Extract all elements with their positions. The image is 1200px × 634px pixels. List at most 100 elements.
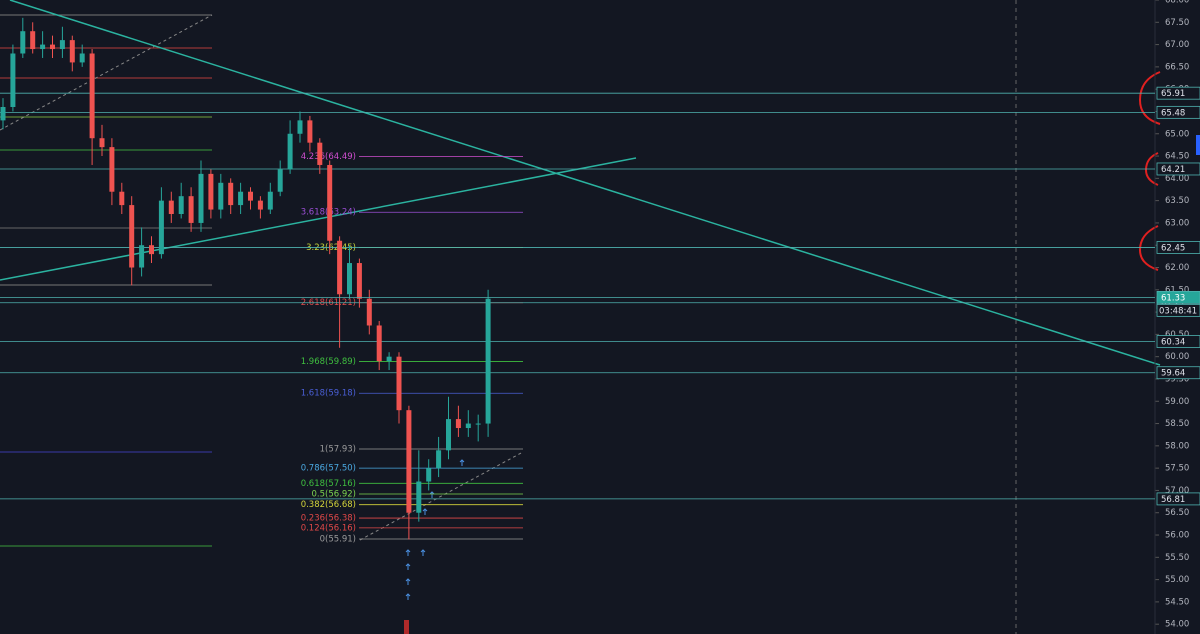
candle-body — [20, 31, 26, 54]
level-box — [1156, 86, 1200, 100]
fib-label: 1.618(59.18) — [301, 389, 356, 399]
level-box — [1156, 335, 1200, 348]
fib-label: 0.786(57.50) — [301, 464, 356, 474]
fib-label: 4.236(64.49) — [301, 152, 356, 162]
y-tick-label: 66.50 — [1165, 62, 1189, 72]
y-tick-label: 61.50 — [1165, 285, 1189, 295]
candle-body — [426, 468, 432, 482]
level-label: 65.91 — [1161, 89, 1185, 99]
candle-body — [317, 142, 323, 165]
arrows — [405, 459, 465, 600]
y-tick-label: 62.00 — [1165, 263, 1189, 273]
candle-body — [297, 120, 303, 134]
volume-bar — [404, 620, 409, 634]
y-tick-label: 56.00 — [1165, 531, 1189, 541]
candle-body — [465, 423, 471, 429]
level-box — [1156, 366, 1200, 380]
dashed-trend — [359, 451, 524, 541]
candle-body — [337, 240, 343, 295]
level-label: 59.64 — [1161, 369, 1185, 379]
fib-label: 0(55.91) — [320, 535, 356, 545]
y-tick-label: 65.00 — [1165, 129, 1189, 139]
candle-body — [40, 44, 46, 50]
candle-body — [277, 169, 283, 192]
candle-body — [475, 423, 481, 425]
candle-body — [119, 191, 125, 206]
candle-body — [406, 410, 412, 513]
candle-body — [0, 107, 6, 121]
candle-body — [188, 196, 194, 223]
candle-body — [218, 182, 224, 210]
candle-body — [267, 191, 273, 210]
level-box — [1156, 105, 1200, 119]
fib-label: 0.618(57.16) — [301, 479, 356, 489]
candle-body — [168, 200, 174, 215]
candle-body — [446, 419, 451, 451]
scroll-indicator — [1196, 135, 1200, 155]
countdown: 03:48:41 — [1159, 306, 1197, 316]
level-label: 65.48 — [1161, 108, 1185, 118]
y-tick-label: 57.50 — [1165, 464, 1189, 474]
candle-body — [436, 450, 442, 469]
fib-label: 1.968(59.89) — [301, 357, 356, 367]
candle-body — [10, 53, 16, 108]
level-label: 62.45 — [1161, 243, 1185, 253]
trend-line — [9, 0, 1161, 366]
candle-body — [455, 419, 461, 429]
candle-body — [386, 356, 392, 362]
y-tick-label: 57.00 — [1165, 486, 1189, 496]
level-box — [1156, 241, 1200, 254]
candle-body — [248, 191, 253, 201]
y-tick-label: 55.00 — [1165, 575, 1189, 585]
candle-body — [89, 53, 95, 139]
candle-body — [158, 200, 164, 255]
level-label: 60.34 — [1161, 338, 1185, 348]
candle-body — [307, 120, 313, 143]
y-tick-label: 55.50 — [1165, 553, 1189, 563]
y-tick-label: 63.00 — [1165, 218, 1189, 228]
candle-body — [99, 138, 105, 148]
fib-label: 2.618(61.21) — [301, 298, 356, 308]
bracket — [1138, 71, 1161, 125]
candle-body — [366, 298, 372, 326]
candle-body — [327, 164, 333, 241]
level-box — [1156, 162, 1200, 176]
candle-body — [149, 245, 154, 255]
y-tick-label: 54.50 — [1165, 597, 1189, 607]
fib-label: 0.124(56.16) — [301, 523, 356, 533]
y-tick-label: 63.50 — [1165, 196, 1189, 206]
candle-body — [198, 173, 204, 223]
y-tick-label: 59.00 — [1165, 397, 1189, 407]
level-label: 64.21 — [1161, 165, 1185, 175]
dashed-trend — [0, 14, 213, 131]
candle-body — [129, 205, 135, 268]
candle-body — [356, 263, 362, 299]
candle-body — [50, 44, 55, 50]
last-price-label: 61.33 — [1161, 293, 1185, 303]
candle-body — [109, 147, 115, 192]
countdown-box — [1156, 303, 1200, 317]
y-tick-label: 60.50 — [1165, 330, 1189, 340]
fib-label: 1(57.93) — [320, 444, 356, 454]
y-tick-label: 68.00 — [1165, 0, 1189, 6]
candle-body — [228, 182, 234, 206]
bracket — [1144, 152, 1159, 186]
fib-label: 0.236(56.38) — [301, 514, 356, 524]
level-label: 56.81 — [1161, 495, 1185, 505]
y-tick-label: 67.50 — [1165, 18, 1189, 28]
fib-label: 3.23(62.45) — [306, 243, 356, 253]
candle-body — [485, 298, 491, 424]
candle-body — [30, 31, 36, 50]
candle-body — [376, 325, 382, 362]
candle-body — [416, 481, 422, 513]
fib-label: 0.5(56.92) — [312, 490, 356, 500]
candle-body — [178, 196, 184, 215]
y-tick-label: 64.00 — [1165, 174, 1189, 184]
candle-body — [208, 173, 214, 210]
candle-body — [287, 133, 293, 170]
candle-body — [257, 200, 263, 210]
fib-label: 0.382(56.68) — [301, 500, 356, 510]
last-price-box — [1156, 290, 1200, 304]
